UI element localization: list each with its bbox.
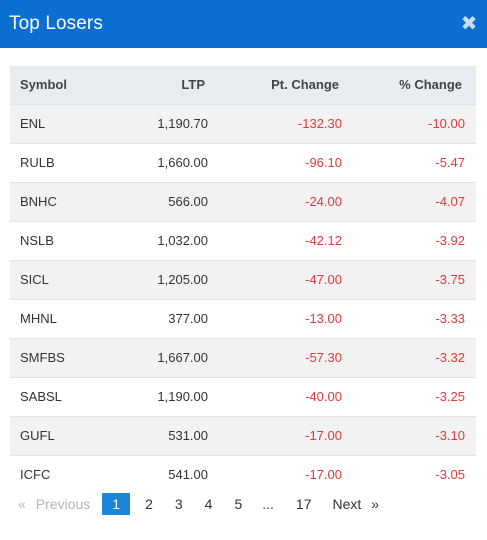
cell-pct-change: -5.47 <box>342 142 476 182</box>
cell-pct-change: -3.32 <box>342 337 476 377</box>
next-button[interactable]: Next » <box>333 493 380 515</box>
column-header-pct-change[interactable]: % Change <box>399 77 462 93</box>
table-row[interactable]: SICL 1,205.00 -47.00 -3.75 <box>10 259 476 299</box>
cell-symbol[interactable]: GUFL <box>10 415 110 455</box>
cell-ltp: 377.00 <box>110 298 208 338</box>
page-2-button[interactable]: 2 <box>145 496 153 512</box>
cell-symbol[interactable]: ICFC <box>10 454 110 494</box>
cell-ltp: 1,190.00 <box>110 376 208 416</box>
cell-symbol[interactable]: BNHC <box>10 181 110 221</box>
cell-pt-change: -132.30 <box>208 103 342 143</box>
losers-table: Symbol LTP Pt. Change % Change ENL 1,190.… <box>10 66 476 494</box>
cell-pct-change: -3.92 <box>342 220 476 260</box>
cell-pct-change: -3.10 <box>342 415 476 455</box>
cell-ltp: 531.00 <box>110 415 208 455</box>
table-row[interactable]: NSLB 1,032.00 -42.12 -3.92 <box>10 220 476 260</box>
cell-pct-change: -3.33 <box>342 298 476 338</box>
column-header-symbol[interactable]: Symbol <box>20 77 67 93</box>
column-header-pt-change[interactable]: Pt. Change <box>271 77 339 93</box>
table-row[interactable]: BNHC 566.00 -24.00 -4.07 <box>10 181 476 221</box>
cell-symbol[interactable]: ENL <box>10 103 110 143</box>
cell-symbol[interactable]: SICL <box>10 259 110 299</box>
table-row[interactable]: ICFC 541.00 -17.00 -3.05 <box>10 454 476 494</box>
table-row[interactable]: GUFL 531.00 -17.00 -3.10 <box>10 415 476 455</box>
table-row[interactable]: RULB 1,660.00 -96.10 -5.47 <box>10 142 476 182</box>
losers-table-container: Symbol LTP Pt. Change % Change ENL 1,190.… <box>10 66 476 494</box>
cell-pt-change: -24.00 <box>208 181 342 221</box>
column-header-ltp[interactable]: LTP <box>181 77 205 93</box>
cell-symbol[interactable]: SMFBS <box>10 337 110 377</box>
cell-ltp: 541.00 <box>110 454 208 494</box>
cell-pt-change: -40.00 <box>208 376 342 416</box>
cell-symbol[interactable]: NSLB <box>10 220 110 260</box>
cell-ltp: 1,190.70 <box>110 103 208 143</box>
cell-symbol[interactable]: SABSL <box>10 376 110 416</box>
cell-ltp: 1,205.00 <box>110 259 208 299</box>
page-3-button[interactable]: 3 <box>174 496 183 512</box>
previous-arrow-icon: « <box>18 496 26 512</box>
page-5-button[interactable]: 5 <box>234 496 243 512</box>
table-header-row: Symbol LTP Pt. Change % Change <box>10 66 476 104</box>
next-label: Next <box>332 496 362 512</box>
previous-button[interactable]: « Previous <box>18 493 90 515</box>
cell-pct-change: -3.25 <box>342 376 476 416</box>
table-row[interactable]: SABSL 1,190.00 -40.00 -3.25 <box>10 376 476 416</box>
cell-pt-change: -42.12 <box>208 220 342 260</box>
page-17-button[interactable]: 17 <box>295 496 312 512</box>
cell-pct-change: -3.75 <box>342 259 476 299</box>
page-1-button[interactable]: 1 <box>102 493 131 515</box>
cell-ltp: 566.00 <box>110 181 208 221</box>
cell-ltp: 1,667.00 <box>110 337 208 377</box>
cell-symbol[interactable]: RULB <box>10 142 110 182</box>
pagination: « Previous 1 2 3 4 5 ... 17 Next » <box>10 493 379 515</box>
cell-symbol[interactable]: MHNL <box>10 298 110 338</box>
previous-label: Previous <box>35 496 91 512</box>
table-row[interactable]: SMFBS 1,667.00 -57.30 -3.32 <box>10 337 476 377</box>
close-icon[interactable]: ✖ <box>460 13 478 35</box>
cell-pt-change: -96.10 <box>208 142 342 182</box>
cell-pct-change: -10.00 <box>342 103 476 143</box>
page-4-button[interactable]: 4 <box>204 496 213 512</box>
cell-pct-change: -3.05 <box>342 454 476 494</box>
cell-pt-change: -13.00 <box>208 298 342 338</box>
next-arrow-icon: » <box>371 496 380 512</box>
modal-header: Top Losers ✖ <box>0 0 487 48</box>
cell-ltp: 1,032.00 <box>110 220 208 260</box>
cell-ltp: 1,660.00 <box>110 142 208 182</box>
table-row[interactable]: ENL 1,190.70 -132.30 -10.00 <box>10 103 476 143</box>
table-row[interactable]: MHNL 377.00 -13.00 -3.33 <box>10 298 476 338</box>
cell-pct-change: -4.07 <box>342 181 476 221</box>
modal-title: Top Losers <box>9 13 103 34</box>
pagination-ellipsis: ... <box>262 496 274 512</box>
cell-pt-change: -17.00 <box>208 415 342 455</box>
cell-pt-change: -47.00 <box>208 259 342 299</box>
cell-pt-change: -17.00 <box>208 454 342 494</box>
cell-pt-change: -57.30 <box>208 337 342 377</box>
